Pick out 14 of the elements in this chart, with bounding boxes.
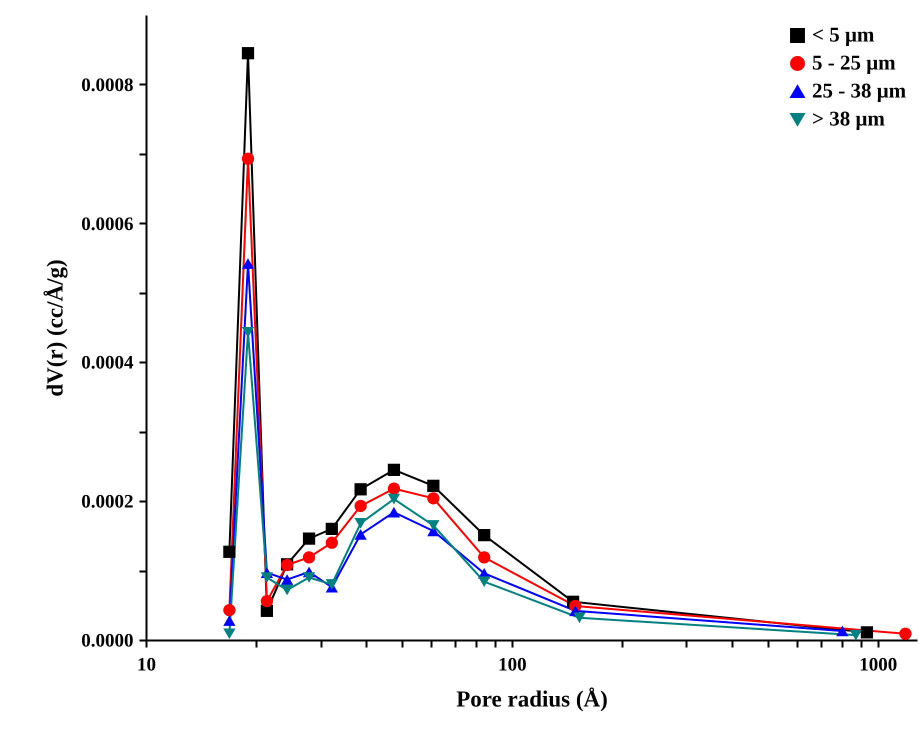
x-tick-label: 1000 xyxy=(859,654,898,676)
legend-label: > 38 μm xyxy=(812,106,886,130)
y-tick-label: 0.0004 xyxy=(81,352,134,374)
legend-label: 5 - 25 μm xyxy=(812,50,896,74)
y-tick-label: 0.0002 xyxy=(81,492,134,513)
y-tick-label: 0.0006 xyxy=(81,214,134,235)
x-tick-label: 100 xyxy=(498,654,527,676)
y-tick-label: 0.0000 xyxy=(81,630,134,652)
y-tick-label: 0.0008 xyxy=(81,74,134,96)
x-tick-label: 10 xyxy=(137,654,156,676)
x-axis-title: Pore radius (Å) xyxy=(456,686,608,712)
legend-label: 25 - 38 μm xyxy=(812,78,907,102)
legend-label: < 5 μm xyxy=(812,22,875,46)
y-axis-title: dV(r) (cc/Å/g) xyxy=(42,259,68,397)
